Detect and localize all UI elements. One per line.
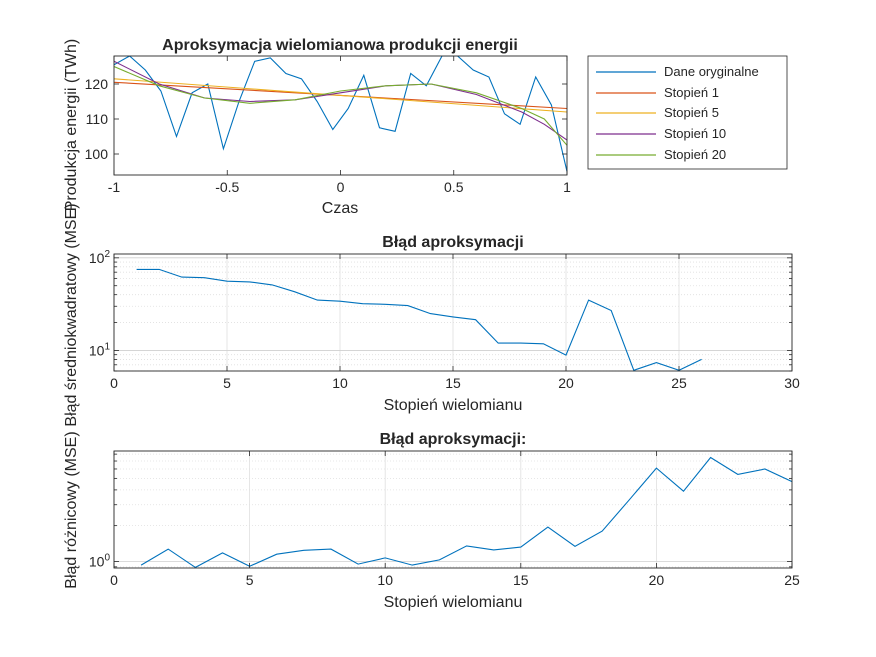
y-tick-label: 120 [85, 76, 109, 92]
y-tick-label: 100 [89, 552, 111, 569]
plot-title-approximation: Aproksymacja wielomianowa produkcji ener… [162, 37, 518, 54]
legend-label-degree-5: Stopień 5 [664, 105, 719, 120]
legend-item-degree-10: Stopień 10 [596, 126, 726, 141]
legend-item-original: Dane oryginalne [596, 64, 759, 79]
x-tick-label: 0 [110, 375, 118, 391]
x-axis-label-degree: Stopień wielomianu [384, 397, 523, 414]
x-axis-label-degree-2: Stopień wielomianu [384, 594, 523, 611]
x-tick-label: 20 [649, 572, 665, 588]
legend-label-degree-20: Stopień 20 [664, 147, 726, 162]
legend: Dane oryginalne Stopień 1 Stopień 5 Stop… [587, 55, 788, 170]
y-tick-label: 110 [86, 111, 109, 127]
y-tick-label: 101 [89, 341, 111, 358]
x-tick-label: 25 [671, 375, 687, 391]
y-axis-label-mse: Błąd średniokwadratowy (MSE) [63, 203, 80, 426]
x-tick-label: 0 [110, 572, 118, 588]
x-tick-label: 30 [784, 375, 800, 391]
difference-error-plot: 0 5 10 15 20 25 100 [89, 450, 800, 588]
x-tick-label: 25 [784, 572, 800, 588]
x-tick-label: 5 [223, 375, 231, 391]
x-tick-label: 10 [332, 375, 348, 391]
y-tick-label: 102 [89, 249, 111, 266]
y-axis-label-difference-mse: Błąd różnicowy (MSE) [63, 431, 80, 588]
x-tick-label: 15 [513, 572, 529, 588]
legend-label-degree-1: Stopień 1 [664, 85, 719, 100]
approximation-plot: -1 -0.5 0 0.5 1 100 110 120 [85, 55, 571, 195]
x-axis-label-time: Czas [322, 200, 358, 217]
x-tick-label: 0.5 [444, 179, 464, 195]
legend-item-degree-5: Stopień 5 [596, 105, 719, 120]
plot-frame [113, 450, 793, 569]
legend-item-degree-20: Stopień 20 [596, 147, 726, 162]
x-tick-label: -1 [108, 179, 121, 195]
y-axis-label-energy: Produkcja energii (TWh) [63, 39, 80, 212]
y-tick-label: 100 [85, 146, 109, 162]
series-line-dane-oryginalne [114, 56, 567, 172]
x-tick-label: 10 [377, 572, 393, 588]
series-line-stopie-5 [114, 78, 567, 113]
x-tick-label: 0 [337, 179, 345, 195]
legend-item-degree-1: Stopień 1 [596, 85, 719, 100]
x-tick-label: 5 [246, 572, 254, 588]
mse-error-plot: 0 5 10 15 20 25 30 101 102 [89, 249, 800, 391]
legend-label-degree-10: Stopień 10 [664, 126, 726, 141]
series-line-stopie-20 [114, 65, 567, 146]
x-tick-label: 15 [445, 375, 461, 391]
x-tick-label: 20 [558, 375, 574, 391]
x-tick-label: -0.5 [215, 179, 239, 195]
plot-title-difference-error: Błąd aproksymacji: [380, 431, 527, 448]
legend-label-original: Dane oryginalne [664, 64, 759, 79]
x-tick-label: 1 [563, 179, 571, 195]
series-line-error [136, 268, 702, 371]
plot-title-mse-error: Błąd aproksymacji [382, 234, 523, 251]
